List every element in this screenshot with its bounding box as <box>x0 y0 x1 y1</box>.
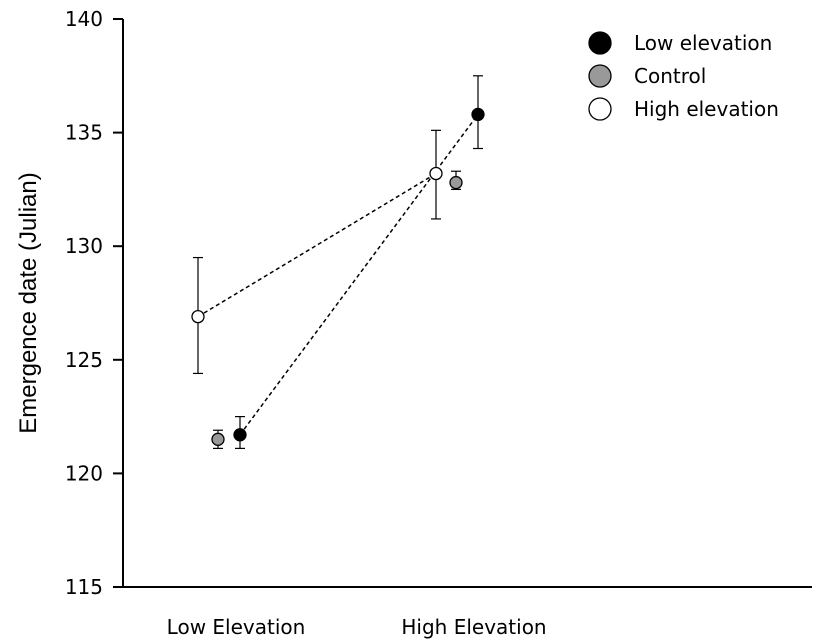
data-point <box>449 175 463 190</box>
y-tick-label: 125 <box>65 348 103 372</box>
legend-marker <box>588 31 612 55</box>
y-tick-label: 140 <box>65 7 103 31</box>
data-point <box>191 309 205 324</box>
y-tick-label: 130 <box>65 234 103 258</box>
y-tick-label: 120 <box>65 461 103 485</box>
series-line <box>239 113 479 436</box>
legend-marker <box>588 64 612 88</box>
y-axis-title: Emergence date (Julian) <box>15 172 42 433</box>
legend-label: High elevation <box>634 97 779 121</box>
legend-label: Low elevation <box>634 31 772 55</box>
data-point <box>429 166 443 181</box>
legend-label: Control <box>634 64 706 88</box>
x-category-label: High Elevation <box>401 615 546 639</box>
data-point <box>211 432 225 446</box>
data-point <box>471 107 485 122</box>
data-point <box>233 428 247 442</box>
legend-marker <box>588 97 612 121</box>
series-line <box>197 172 437 318</box>
y-tick-label: 135 <box>65 121 103 145</box>
x-category-label: Low Elevation <box>167 615 306 639</box>
y-tick-label: 115 <box>65 575 103 599</box>
